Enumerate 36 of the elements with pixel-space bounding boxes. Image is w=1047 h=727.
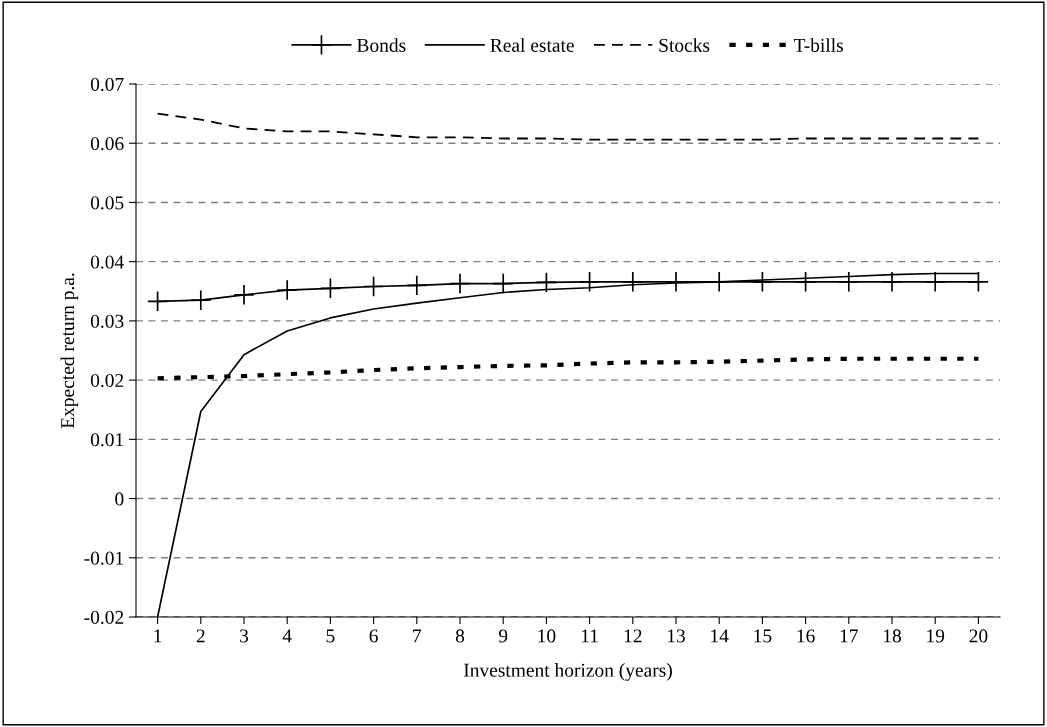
x-tick-label: 20 [969,629,988,643]
x-tick-label: 5 [326,629,335,643]
x-axis-title: Investment horizon (years) [463,663,672,681]
legend-label: Stocks [659,38,710,52]
y-tick-label: 0 [115,492,124,506]
y-tick-label: 0.05 [90,196,124,210]
y-tick-label: 0.04 [90,255,124,269]
x-tick-label: 7 [413,629,422,643]
x-tick-label: 9 [498,629,508,643]
legend-label: T-bills [793,38,843,52]
x-tick-label: 16 [797,629,815,643]
x-tick-label: 19 [927,629,945,643]
x-tick-label: 1 [154,629,162,643]
y-tick-label: -0.01 [84,551,124,565]
y-tick-label: 0.06 [90,137,124,151]
legend-label: Bonds [357,38,406,52]
y-tick-label: 0.07 [90,77,124,92]
x-tick-label: 3 [240,629,249,643]
x-tick-label: 6 [369,629,378,643]
y-axis-title: Expected return p.a. [60,273,79,429]
y-tick-label: -0.02 [84,610,124,625]
y-tick-label: 0.03 [90,314,124,328]
x-tick-label: 4 [282,629,292,643]
x-tick-label: 2 [196,629,205,643]
x-tick-label: 11 [581,629,598,643]
x-tick-label: 12 [624,629,642,643]
x-tick-label: 13 [667,629,685,643]
x-tick-label: 14 [711,629,729,643]
x-tick-label: 8 [455,629,465,643]
x-tick-label: 10 [538,629,556,643]
legend-label: Real estate [490,38,574,52]
x-tick-label: 17 [840,629,858,643]
x-tick-label: 18 [883,629,901,643]
x-tick-label: 15 [754,629,772,643]
y-tick-label: 0.02 [90,373,124,388]
y-tick-label: 0.01 [90,433,124,447]
